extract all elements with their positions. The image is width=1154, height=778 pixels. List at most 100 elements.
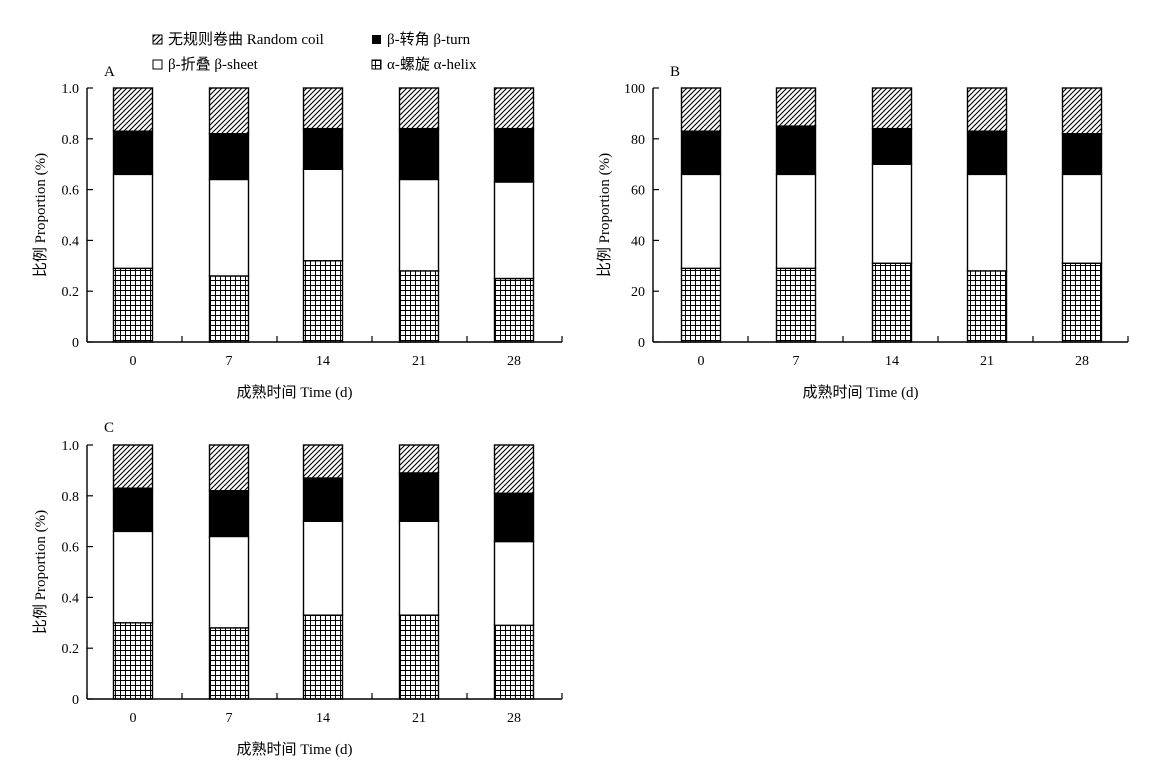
panel-label: B [670,64,680,80]
x-tick-label: 28 [507,354,521,369]
bar-segment-beta-turn [680,130,722,176]
y-tick-label: 0 [72,693,79,708]
legend-item-beta-sheet: β-折叠 β-sheet [152,56,259,73]
legend-item-alpha-helix: α-螺旋 α-helix [371,56,477,73]
legend-item-random-coil: 无规则卷曲 Random coil [152,31,324,48]
x-tick-label: 21 [412,711,426,726]
legend-label-alpha-helix: α-螺旋 α-helix [387,56,477,73]
bar-segment-alpha-helix [398,614,440,700]
y-tick-label: 100 [624,82,645,97]
chart-panel-b: B 0 20 40 60 80 100 0 7 14 21 28 成熟时间 Time (d) 比例 Pro… [596,64,1129,401]
bar-segment-beta-turn [302,127,344,170]
legend: 无规则卷曲 Random coil β-转角 β-turn β-折叠 β-she… [152,31,477,73]
bar-segment-alpha-helix [112,622,154,700]
bar-segment-beta-turn [302,477,344,522]
bar-segment-beta-sheet [493,181,535,280]
x-tick-label: 14 [316,354,330,369]
y-tick-label: 20 [631,285,645,300]
x-axis-title: 成熟时间 Time (d) [236,741,352,758]
bar-segment-random-coil [1061,87,1103,135]
x-tick-label: 7 [793,354,800,369]
x-axis-title: 成熟时间 Time (d) [236,384,352,401]
bar-segment-random-coil [398,87,440,130]
chart-panel-a: A 0 0.2 0.4 0.6 0.8 1.0 0 7 14 21 28 成熟时间 Time (d) 比例… [32,64,563,401]
bar-segment-beta-sheet [112,530,154,624]
bar-segment-alpha-helix [493,277,535,343]
bar-segment-beta-turn [112,487,154,533]
y-tick-label: 80 [631,133,645,148]
bar-segment-alpha-helix [493,624,535,700]
bar-segment-random-coil [775,87,817,127]
legend-label-beta-turn: β-转角 β-turn [387,31,471,48]
panel-label: A [104,64,115,80]
bar-segment-beta-sheet [680,173,722,270]
bar-segment-beta-turn [208,490,250,538]
bar-segment-beta-turn [398,127,440,181]
x-tick-label: 7 [226,711,233,726]
panel-label: C [104,420,114,436]
bar-segment-beta-turn [1061,133,1103,176]
bar-segment-random-coil [112,87,154,132]
bar-segment-beta-turn [871,127,913,165]
legend-label-random-coil: 无规则卷曲 Random coil [168,31,324,48]
x-tick-label: 21 [412,354,426,369]
bar-segment-random-coil [966,87,1008,132]
y-tick-label: 0.8 [62,490,80,505]
bar-segment-random-coil [493,444,535,494]
y-tick-label: 0.6 [62,184,80,199]
x-tick-label: 28 [1075,354,1089,369]
legend-swatch-beta-sheet [152,59,163,70]
y-tick-label: 0.2 [62,642,80,657]
chart-panel-c: C 0 0.2 0.4 0.6 0.8 1.0 0 7 14 21 28 成熟时间 Time (d) 比例… [32,420,563,758]
bar-segment-alpha-helix [208,627,250,700]
legend-swatch-alpha-helix [371,59,382,70]
bar-segment-random-coil [680,87,722,132]
x-tick-label: 0 [130,354,137,369]
y-tick-label: 0.4 [62,234,80,249]
y-axis-title: 比例 Proportion (%) [596,153,613,277]
bar-segment-beta-turn [398,472,440,522]
bar-segment-beta-sheet [302,168,344,262]
bar-segment-beta-sheet [112,173,154,270]
bar-segment-beta-turn [493,492,535,543]
bar-segment-random-coil [112,444,154,489]
legend-swatch-random-coil [152,34,163,45]
x-tick-label: 0 [698,354,705,369]
bar-segment-beta-turn [493,127,535,183]
x-tick-label: 21 [980,354,994,369]
bar-segment-alpha-helix [1061,262,1103,343]
x-tick-label: 7 [226,354,233,369]
bar-segment-random-coil [208,87,250,135]
x-tick-label: 14 [316,711,330,726]
y-tick-label: 0 [638,336,645,351]
bar-segment-alpha-helix [302,260,344,343]
bar-segment-beta-sheet [775,173,817,270]
y-tick-label: 1.0 [62,439,80,454]
bar-segment-beta-sheet [302,520,344,616]
y-axis-title: 比例 Proportion (%) [32,153,49,277]
y-tick-label: 0.8 [62,133,80,148]
x-tick-label: 14 [885,354,899,369]
bar-segment-alpha-helix [775,267,817,343]
bar-segment-alpha-helix [680,267,722,343]
y-tick-label: 1.0 [62,82,80,97]
bar-segment-beta-sheet [1061,173,1103,264]
bar-segment-beta-sheet [493,540,535,627]
bar-segment-beta-sheet [398,520,440,616]
bar-segment-beta-sheet [871,163,913,264]
bar-segment-alpha-helix [302,614,344,700]
x-tick-label: 28 [507,711,521,726]
bar-segment-alpha-helix [966,270,1008,343]
bar-segment-beta-sheet [966,173,1008,272]
bar-segment-random-coil [302,444,344,479]
bar-segment-beta-turn [112,130,154,176]
legend-item-beta-turn: β-转角 β-turn [372,31,471,48]
y-tick-label: 0.4 [62,591,80,606]
bar-segment-alpha-helix [112,267,154,343]
y-tick-label: 60 [631,184,645,199]
y-tick-label: 0 [72,336,79,351]
bar-segment-beta-sheet [208,178,250,277]
bar-segment-random-coil [871,87,913,130]
bar-segment-beta-turn [966,130,1008,176]
